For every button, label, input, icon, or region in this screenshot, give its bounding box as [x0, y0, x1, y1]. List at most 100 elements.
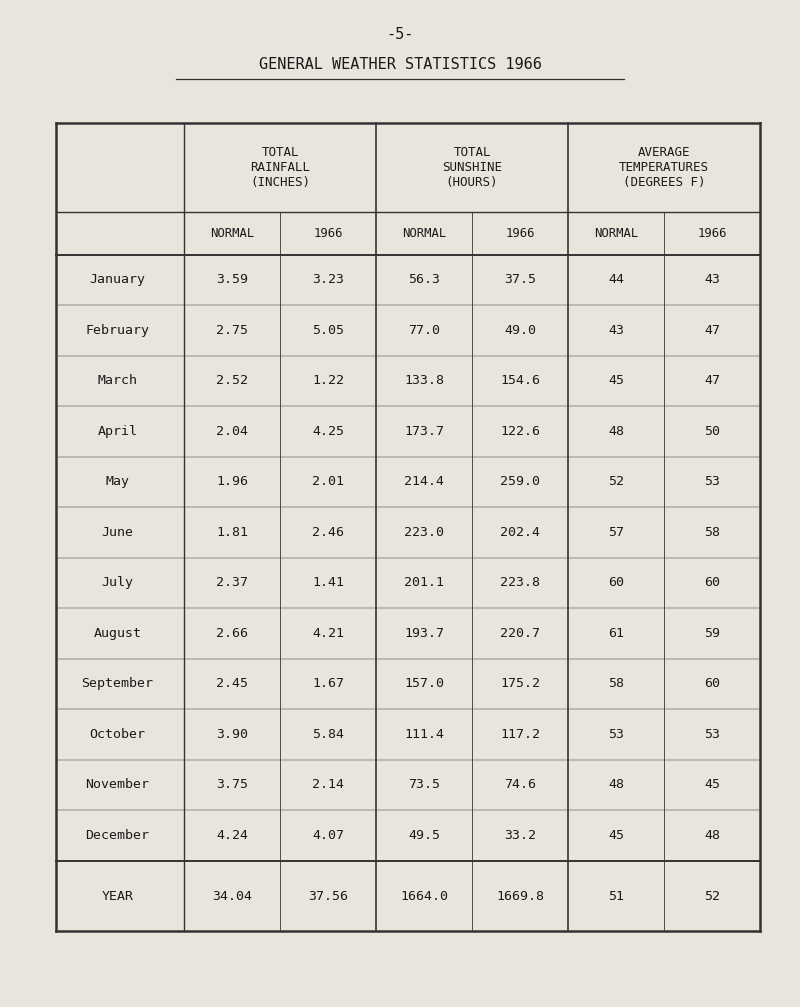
Text: 173.7: 173.7	[404, 425, 444, 438]
Text: AVERAGE
TEMPERATURES
(DEGREES F): AVERAGE TEMPERATURES (DEGREES F)	[619, 146, 709, 189]
Text: NORMAL: NORMAL	[402, 227, 446, 240]
Text: 175.2: 175.2	[500, 678, 540, 691]
Text: 5.84: 5.84	[312, 728, 344, 741]
Text: 58: 58	[704, 526, 720, 539]
Text: 111.4: 111.4	[404, 728, 444, 741]
Text: 60: 60	[704, 678, 720, 691]
Text: 1664.0: 1664.0	[400, 889, 448, 902]
Text: 4.07: 4.07	[312, 829, 344, 842]
Text: April: April	[98, 425, 138, 438]
Text: July: July	[102, 576, 134, 589]
Text: 45: 45	[608, 829, 624, 842]
Text: 53: 53	[608, 728, 624, 741]
Text: 259.0: 259.0	[500, 475, 540, 488]
Text: 2.46: 2.46	[312, 526, 344, 539]
Text: June: June	[102, 526, 134, 539]
Text: 1.22: 1.22	[312, 375, 344, 388]
Text: 2.01: 2.01	[312, 475, 344, 488]
Text: NORMAL: NORMAL	[594, 227, 638, 240]
Text: YEAR: YEAR	[102, 889, 134, 902]
Text: 2.66: 2.66	[216, 627, 248, 639]
Text: 52: 52	[608, 475, 624, 488]
Text: 1.81: 1.81	[216, 526, 248, 539]
Text: 2.45: 2.45	[216, 678, 248, 691]
Text: TOTAL
RAINFALL
(INCHES): TOTAL RAINFALL (INCHES)	[250, 146, 310, 189]
Text: 37.56: 37.56	[308, 889, 348, 902]
Text: 3.90: 3.90	[216, 728, 248, 741]
Text: 43: 43	[608, 324, 624, 337]
Text: 34.04: 34.04	[212, 889, 252, 902]
Text: 223.8: 223.8	[500, 576, 540, 589]
Text: 2.52: 2.52	[216, 375, 248, 388]
Text: 1669.8: 1669.8	[496, 889, 544, 902]
Text: 4.25: 4.25	[312, 425, 344, 438]
Text: 45: 45	[704, 778, 720, 792]
Text: 61: 61	[608, 627, 624, 639]
Text: TOTAL
SUNSHINE
(HOURS): TOTAL SUNSHINE (HOURS)	[442, 146, 502, 189]
Text: 48: 48	[704, 829, 720, 842]
Text: 48: 48	[608, 425, 624, 438]
Text: 49.0: 49.0	[504, 324, 536, 337]
Text: 4.24: 4.24	[216, 829, 248, 842]
Text: 44: 44	[608, 273, 624, 286]
Text: November: November	[86, 778, 150, 792]
Text: 1966: 1966	[314, 227, 342, 240]
Text: February: February	[86, 324, 150, 337]
Text: 2.37: 2.37	[216, 576, 248, 589]
Text: 2.14: 2.14	[312, 778, 344, 792]
Text: 45: 45	[608, 375, 624, 388]
Text: 47: 47	[704, 324, 720, 337]
Text: 154.6: 154.6	[500, 375, 540, 388]
Text: 193.7: 193.7	[404, 627, 444, 639]
Text: 220.7: 220.7	[500, 627, 540, 639]
Text: 47: 47	[704, 375, 720, 388]
Text: GENERAL WEATHER STATISTICS 1966: GENERAL WEATHER STATISTICS 1966	[258, 57, 542, 71]
Text: 1.67: 1.67	[312, 678, 344, 691]
Text: NORMAL: NORMAL	[210, 227, 254, 240]
Text: December: December	[86, 829, 150, 842]
Text: 53: 53	[704, 728, 720, 741]
Text: October: October	[90, 728, 146, 741]
Text: 5.05: 5.05	[312, 324, 344, 337]
Text: 214.4: 214.4	[404, 475, 444, 488]
Text: 1966: 1966	[506, 227, 534, 240]
Text: 50: 50	[704, 425, 720, 438]
Text: 202.4: 202.4	[500, 526, 540, 539]
Text: 57: 57	[608, 526, 624, 539]
Text: May: May	[106, 475, 130, 488]
Text: 60: 60	[704, 576, 720, 589]
Text: 3.23: 3.23	[312, 273, 344, 286]
Text: 117.2: 117.2	[500, 728, 540, 741]
Text: 2.04: 2.04	[216, 425, 248, 438]
Text: 4.21: 4.21	[312, 627, 344, 639]
Text: 1.96: 1.96	[216, 475, 248, 488]
Text: 59: 59	[704, 627, 720, 639]
Text: 49.5: 49.5	[408, 829, 440, 842]
Text: 60: 60	[608, 576, 624, 589]
Text: 3.59: 3.59	[216, 273, 248, 286]
Text: 58: 58	[608, 678, 624, 691]
Text: 1.41: 1.41	[312, 576, 344, 589]
Text: 56.3: 56.3	[408, 273, 440, 286]
Text: 122.6: 122.6	[500, 425, 540, 438]
Text: 37.5: 37.5	[504, 273, 536, 286]
Text: 33.2: 33.2	[504, 829, 536, 842]
Text: 51: 51	[608, 889, 624, 902]
Text: 43: 43	[704, 273, 720, 286]
Text: September: September	[82, 678, 154, 691]
Text: 53: 53	[704, 475, 720, 488]
Text: 201.1: 201.1	[404, 576, 444, 589]
Text: August: August	[94, 627, 142, 639]
Text: 157.0: 157.0	[404, 678, 444, 691]
Text: January: January	[90, 273, 146, 286]
Text: 223.0: 223.0	[404, 526, 444, 539]
Text: 52: 52	[704, 889, 720, 902]
Text: 3.75: 3.75	[216, 778, 248, 792]
Text: 73.5: 73.5	[408, 778, 440, 792]
Text: 74.6: 74.6	[504, 778, 536, 792]
Text: 133.8: 133.8	[404, 375, 444, 388]
Text: -5-: -5-	[386, 27, 414, 41]
Text: 77.0: 77.0	[408, 324, 440, 337]
Text: 2.75: 2.75	[216, 324, 248, 337]
Text: 1966: 1966	[698, 227, 726, 240]
